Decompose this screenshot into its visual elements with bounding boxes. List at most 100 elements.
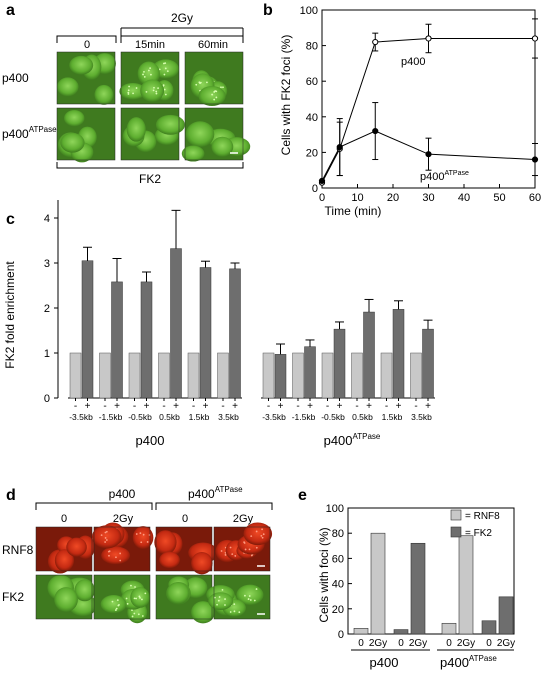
micrograph-d — [206, 574, 271, 620]
x-tick-label: 40 — [458, 192, 470, 204]
sign-plus: + — [396, 401, 402, 412]
bottom-bracket — [56, 162, 244, 169]
sign-minus: - — [326, 401, 329, 412]
focus-dot — [218, 596, 221, 598]
focus-dot — [211, 93, 214, 96]
focus-dot — [135, 597, 138, 600]
focus-dot — [142, 73, 144, 76]
x-tick-label: 60 — [529, 192, 541, 204]
y-tick-label: 4 — [44, 213, 50, 225]
focus-dot — [130, 584, 132, 587]
bar-minus — [380, 352, 393, 399]
y-tick-label: 60 — [332, 553, 344, 565]
cell-nucleus — [132, 526, 154, 550]
cell-nucleus — [137, 61, 160, 86]
focus-dot — [115, 607, 118, 610]
header-bracket-2gy — [120, 35, 244, 43]
x-tick-label: 10 — [351, 192, 363, 204]
focus-dot — [234, 555, 237, 557]
data-point — [336, 143, 343, 151]
sign-plus: + — [337, 401, 343, 412]
focus-dot — [155, 92, 158, 95]
cell-nucleus — [119, 83, 147, 100]
focus-dot — [143, 75, 146, 78]
category-label: 2Gy — [457, 638, 475, 649]
cell-nucleus — [54, 549, 75, 572]
focus-dot — [164, 67, 167, 70]
bar-plus — [170, 248, 182, 399]
focus-dot — [126, 602, 129, 605]
focus-dot — [138, 595, 141, 598]
focus-dot — [131, 609, 133, 611]
focus-dot — [152, 89, 155, 92]
axis-label-y-b: Cells with FK2 foci (%) — [279, 35, 293, 156]
legend-swatch — [450, 526, 462, 538]
row-label-fk2: FK2 — [2, 590, 24, 604]
category-label: 1.5kb — [382, 412, 403, 422]
category-label: 0.5kb — [352, 412, 373, 422]
col-label-2gy-p400atpase: 2Gy — [233, 513, 254, 525]
bottom-label-fk2: FK2 — [139, 172, 161, 186]
sign-plus: + — [173, 401, 179, 412]
y-tick-label: 40 — [306, 112, 318, 124]
cell-nucleus — [54, 587, 78, 612]
bar-plus — [274, 354, 287, 399]
bar-plus — [199, 267, 212, 399]
category-label: 0 — [486, 638, 492, 649]
sign-minus: - — [74, 401, 77, 412]
bar-minus — [262, 352, 275, 399]
y-tick-label: 0 — [44, 393, 50, 405]
focus-dot — [127, 93, 130, 95]
micrograph-frame — [213, 574, 271, 620]
focus-dot — [253, 599, 256, 602]
group-label-p400atpase-e: p400ATPase — [440, 654, 497, 670]
panel-d: d p400 p400ATPase 0 2Gy 0 2Gy RNF8 FK2 — [2, 485, 273, 624]
focus-dot — [135, 87, 138, 89]
micrograph-frame — [120, 107, 180, 161]
focus-dot — [158, 68, 161, 71]
focus-dot — [100, 534, 103, 537]
cell-nucleus — [126, 117, 146, 142]
focus-dot — [255, 588, 258, 590]
focus-dot — [229, 611, 232, 613]
focus-dot — [224, 604, 226, 606]
y-tick-label: 40 — [332, 579, 344, 591]
data-point — [531, 35, 539, 42]
focus-dot — [125, 597, 128, 600]
focus-dot — [143, 70, 145, 73]
bar-minus — [217, 352, 229, 399]
y-tick-label: 1 — [44, 348, 50, 360]
bar-minus — [99, 352, 111, 399]
focus-dot — [261, 528, 263, 531]
focus-dot — [166, 70, 169, 73]
col-label-0-p400atpase: 0 — [182, 513, 188, 525]
focus-dot — [104, 541, 107, 543]
legend-swatch — [450, 509, 462, 521]
x-tick-label: 50 — [493, 192, 505, 204]
cell-nucleus — [211, 136, 234, 157]
sign-minus: - — [103, 401, 106, 412]
cell-nucleus — [66, 537, 87, 557]
focus-dot — [135, 533, 138, 535]
micrograph-d — [154, 526, 218, 575]
sign-plus: + — [203, 401, 209, 412]
focus-dot — [133, 597, 136, 600]
col-header-p400atpase: p400ATPase — [188, 485, 243, 501]
plot-area-b: 0 10 20 30 40 50 60 0 20 40 60 80 100 — [300, 5, 541, 204]
category-label: 1.5kb — [189, 412, 210, 422]
focus-dot — [220, 86, 222, 89]
col-label-60min: 60min — [198, 39, 228, 51]
sign-plus: + — [425, 401, 431, 412]
micrograph-a — [56, 51, 116, 105]
focus-dot — [261, 536, 264, 539]
category-label: -0.5kb — [128, 412, 152, 422]
data-point — [425, 151, 432, 158]
col-label-0-p400: 0 — [61, 513, 67, 525]
category-label: -3.5kb — [262, 412, 286, 422]
cell-nucleus — [60, 132, 85, 153]
sign-plus: + — [307, 401, 313, 412]
focus-dot — [146, 541, 149, 543]
category-label: 0.5kb — [159, 412, 180, 422]
